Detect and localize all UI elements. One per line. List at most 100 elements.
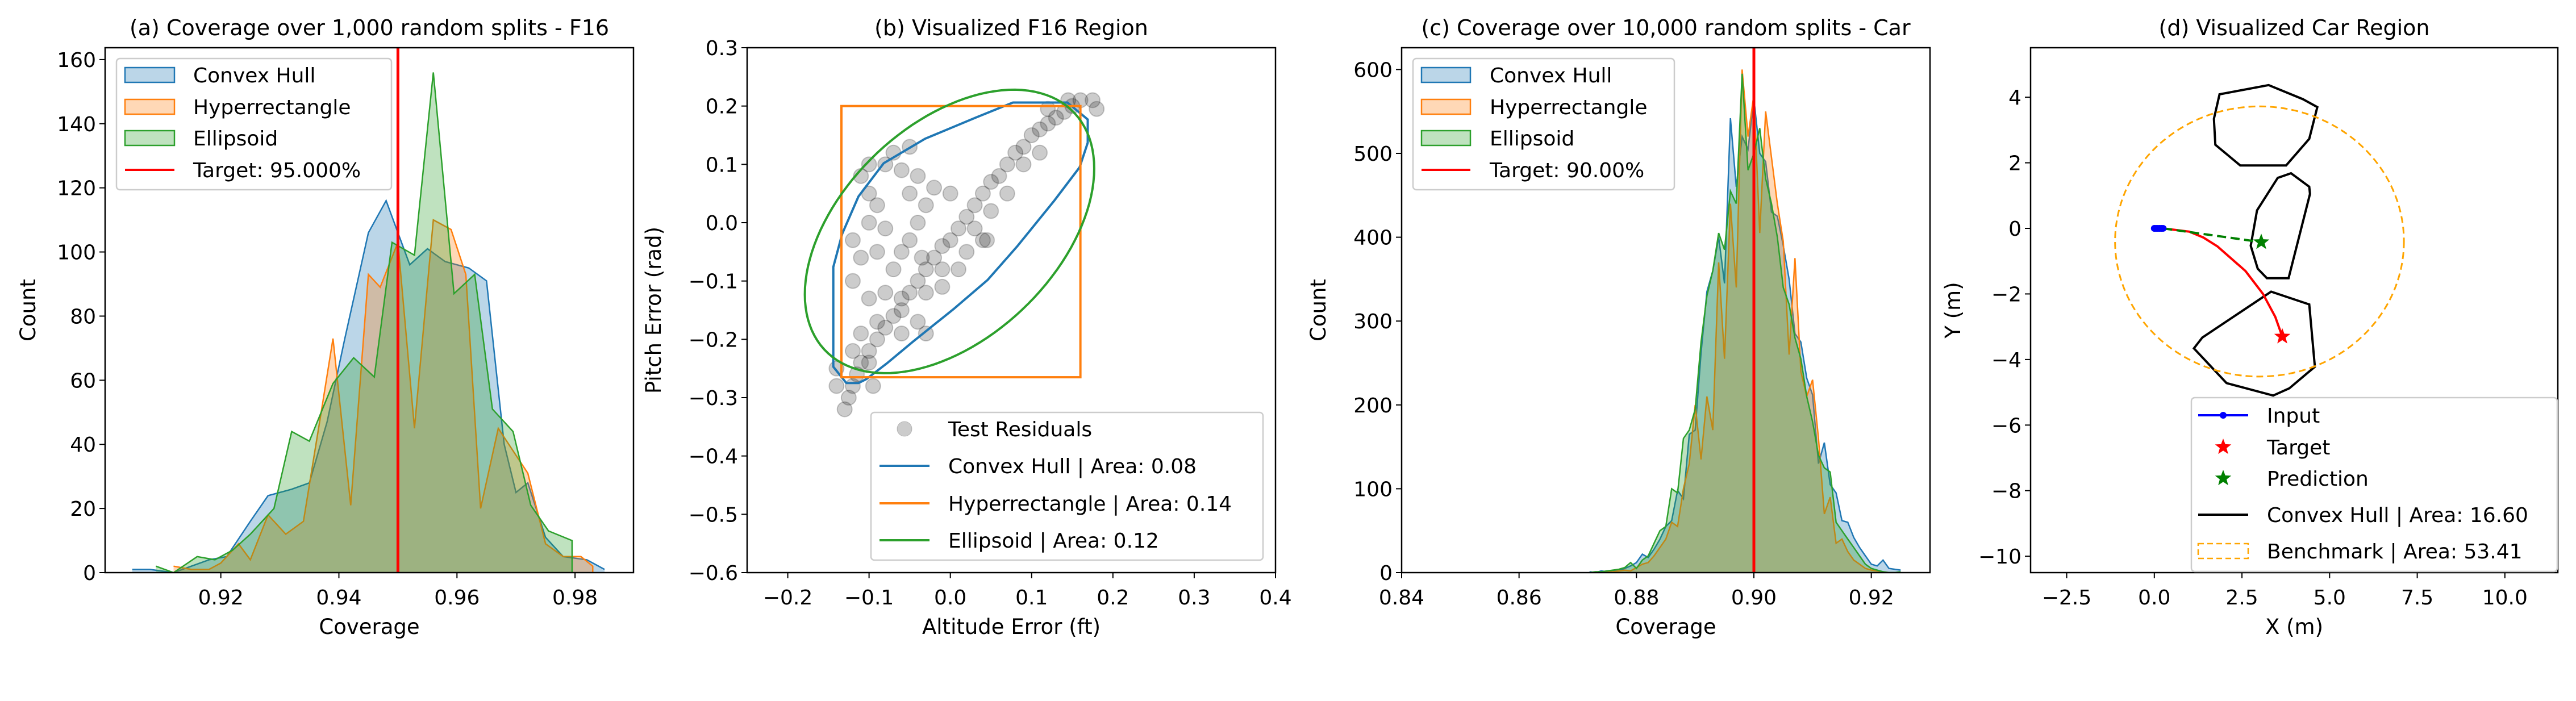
- residual-point: [877, 319, 894, 336]
- x-tick-label: −2.5: [2042, 586, 2091, 610]
- residual-point: [865, 378, 881, 394]
- x-tick-label: 0.1: [1015, 586, 1048, 610]
- x-tick-label: 0.88: [1614, 586, 1659, 610]
- residual-point: [893, 326, 910, 342]
- y-tick-label: −0.5: [689, 503, 738, 527]
- y-tick-label: 600: [1353, 59, 1393, 82]
- plot-area: [1589, 48, 1901, 573]
- legend-entry: Convex Hull | Area: 0.08: [879, 455, 1197, 478]
- panel-title: (a) Coverage over 1,000 random splits - …: [130, 15, 609, 40]
- x-tick-label: 0.0: [2138, 586, 2170, 610]
- residual-point: [885, 308, 902, 324]
- legend-marker: [897, 421, 912, 437]
- legend-swatch: [1420, 98, 1472, 115]
- residual-point: [1032, 144, 1048, 161]
- legend-entry: Target: [2215, 436, 2330, 460]
- convex-hull-region: [2249, 172, 2311, 279]
- residual-point: [966, 220, 983, 237]
- legend-box: [1412, 57, 1675, 191]
- y-tick-label: 400: [1353, 227, 1393, 250]
- y-tick-label: 0.0: [706, 212, 738, 235]
- legend-label: Target: 90.00%: [1489, 159, 1644, 182]
- legend-entry: Target: 90.00%: [1422, 159, 1644, 182]
- legend-entry: Ellipsoid: [1420, 127, 1574, 151]
- residual-point: [840, 390, 857, 406]
- x-tick-label: 0.98: [552, 586, 598, 610]
- x-tick-label: 7.5: [2401, 586, 2433, 610]
- residual-point: [1048, 110, 1064, 126]
- x-tick-label: −0.1: [844, 586, 894, 610]
- residual-point: [902, 285, 918, 301]
- residual-point: [926, 249, 943, 266]
- legend-label: Convex Hull | Area: 0.08: [948, 455, 1197, 478]
- legend-marker: [2220, 412, 2227, 419]
- residual-point: [877, 220, 894, 237]
- residual-point: [934, 278, 951, 295]
- residual-point: [869, 331, 885, 348]
- residual-point: [974, 185, 991, 202]
- legend-label: Target: 95.000%: [193, 159, 361, 182]
- residual-point: [974, 232, 991, 248]
- y-tick-label: 0: [1379, 562, 1393, 585]
- residual-point: [918, 197, 934, 214]
- residual-point: [869, 244, 885, 260]
- legend: Convex Hull Hyperrectangle Ellipsoid Target…: [1412, 57, 1675, 191]
- legend-label: Hyperrectangle: [193, 96, 351, 119]
- residual-point: [853, 249, 869, 266]
- legend-entry: Prediction: [2215, 468, 2369, 491]
- x-tick-label: 0.92: [198, 586, 244, 610]
- residual-point: [861, 156, 877, 173]
- residual-point: [958, 244, 975, 260]
- residual-point: [910, 168, 926, 184]
- legend-box: [115, 57, 393, 191]
- series-hyperrectangle-area: [1589, 69, 1901, 573]
- legend-box: [870, 411, 1264, 561]
- axes-frame: [1400, 47, 1931, 574]
- y-tick-label: 80: [70, 305, 96, 328]
- y-tick-label: 500: [1353, 143, 1393, 166]
- legend-swatch: [124, 66, 176, 84]
- series-ellipsoid-area: [1589, 73, 1901, 573]
- y-tick-label: 0.3: [706, 37, 738, 60]
- residual-point: [869, 197, 885, 214]
- legend-label: Test Residuals: [948, 418, 1092, 441]
- residual-point: [951, 220, 966, 237]
- residual-point: [942, 185, 958, 202]
- residual-point: [918, 261, 934, 278]
- y-tick-label: −0.3: [689, 387, 738, 410]
- convex-hull-region: [2192, 290, 2316, 397]
- plot-area: [132, 48, 605, 573]
- y-tick-label: −0.2: [689, 328, 738, 352]
- y-tick-label: 20: [70, 498, 96, 521]
- legend-swatch: [2197, 543, 2249, 560]
- legend-label: Convex Hull: [1490, 64, 1612, 87]
- residual-point: [845, 273, 861, 289]
- legend-entry: Ellipsoid | Area: 0.12: [879, 529, 1159, 553]
- legend-entry: Convex Hull | Area: 16.60: [2198, 504, 2528, 527]
- y-tick-label: −10: [1978, 545, 2021, 569]
- residual-point: [869, 314, 885, 330]
- x-tick-label: 0.4: [1259, 586, 1291, 610]
- legend-label: Ellipsoid | Area: 0.12: [948, 529, 1159, 553]
- legend-swatch: [124, 98, 176, 115]
- x-axis-label: X (m): [2265, 615, 2323, 639]
- prediction-path: [2162, 227, 2262, 244]
- legend-entry: Benchmark | Area: 53.41: [2197, 540, 2523, 564]
- axes-frame: [104, 47, 635, 574]
- x-tick-label: 0.90: [1731, 586, 1777, 610]
- residual-point: [902, 232, 918, 248]
- residual-point: [877, 285, 894, 301]
- axes-frame: [2029, 47, 2559, 574]
- legend-entry: Hyperrectangle: [1420, 96, 1648, 119]
- residual-point: [845, 343, 861, 359]
- legend-entry: Test Residuals: [897, 418, 1092, 441]
- panel-d: (d) Visualized Car Region X (m) Y (m) −2.5 0…: [1941, 15, 2559, 639]
- legend-box: [2190, 397, 2558, 573]
- y-axis-label: Pitch Error (rad): [641, 227, 666, 394]
- y-tick-label: 200: [1353, 394, 1393, 418]
- legend-star-icon: [2215, 439, 2232, 454]
- residual-point: [861, 343, 877, 359]
- y-tick-label: 100: [57, 241, 96, 265]
- y-axis-label: Count: [1306, 279, 1331, 341]
